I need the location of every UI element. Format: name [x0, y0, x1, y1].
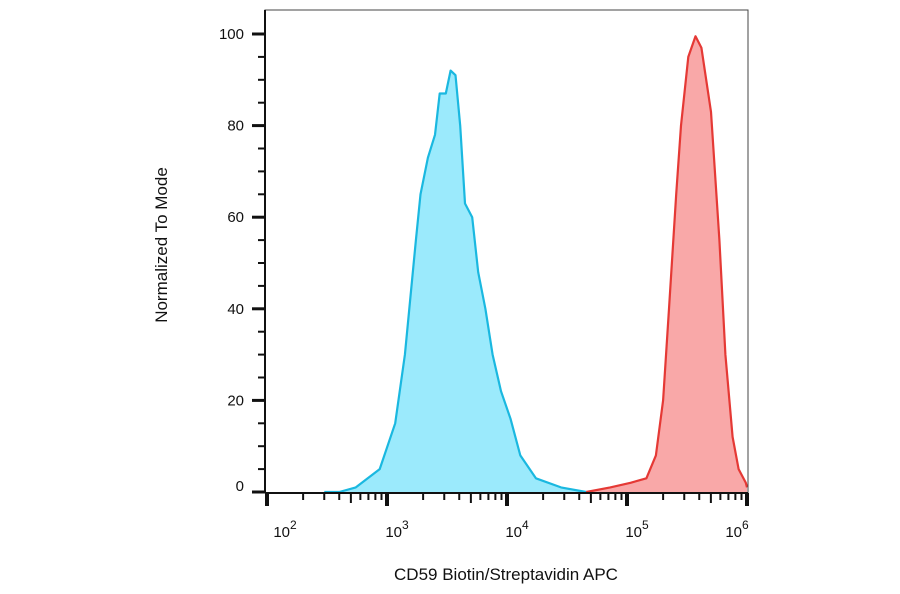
x-axis-title: CD59 Biotin/Streptavidin APC: [394, 565, 618, 584]
x-tick-label: 105: [625, 518, 649, 541]
series-0-area: [324, 70, 587, 492]
x-tick-label: 104: [505, 518, 529, 541]
x-tick-label: 103: [385, 518, 409, 541]
y-tick-label: 0: [236, 478, 244, 495]
y-tick-label: 20: [227, 392, 244, 409]
y-tick-label: 80: [227, 118, 244, 135]
y-tick-label: 60: [227, 209, 244, 226]
ticks-layer: [252, 32, 749, 506]
series-1-area: [586, 36, 747, 493]
series-0-line: [324, 69, 587, 494]
y-axis-title: Normalized To Mode: [152, 167, 171, 323]
series-layer: [324, 35, 749, 494]
x-tick-label: 106: [725, 518, 749, 541]
tick-labels: 0 20 40 60 80 100 102 103 104 105 106: [219, 26, 749, 541]
x-tick-label: 102: [273, 518, 297, 541]
series-1-line: [585, 35, 749, 494]
y-tick-label: 100: [219, 26, 244, 43]
y-tick-label: 40: [227, 301, 244, 318]
